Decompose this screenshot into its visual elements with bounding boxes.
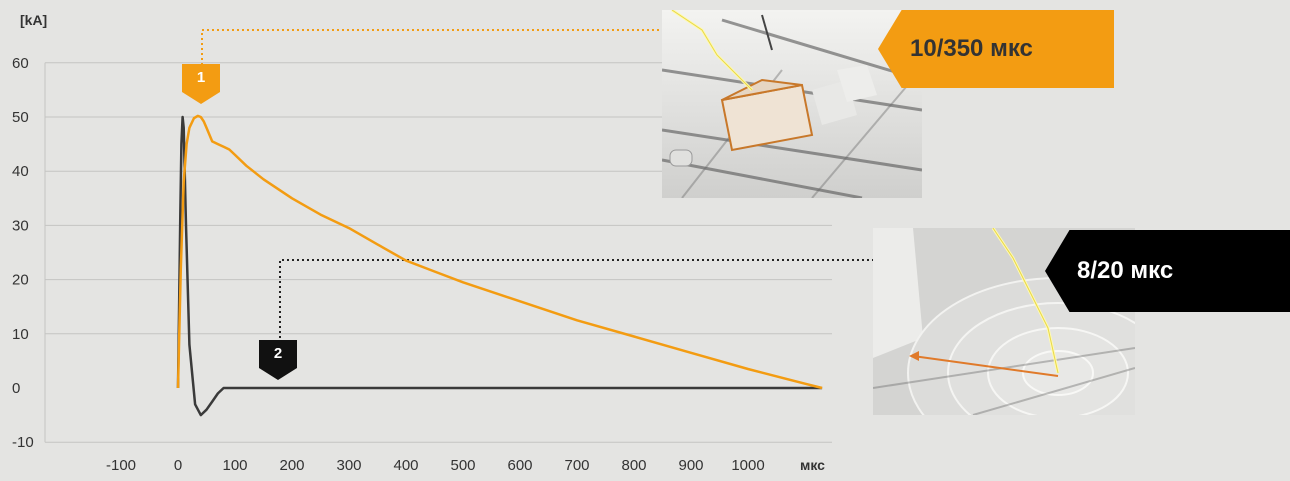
x-tick-label: 800 xyxy=(621,457,646,474)
series-line-1 xyxy=(176,114,823,390)
marker-2-shape xyxy=(259,340,297,380)
x-tick-label: 100 xyxy=(222,457,247,474)
y-axis-label: [kA] xyxy=(20,12,47,28)
leader-line-1 xyxy=(201,29,665,85)
lightning-direct-strike-photo xyxy=(662,10,922,198)
y-tick-labels: 60 50 40 30 20 10 0 -10 xyxy=(12,55,34,451)
series-line-2 xyxy=(176,115,823,417)
y-tick-label: 0 xyxy=(12,380,20,397)
x-tick-label: 900 xyxy=(678,457,703,474)
marker-1-label: 1 xyxy=(197,69,205,86)
x-tick-label: 500 xyxy=(450,457,475,474)
marker-1-shape xyxy=(182,64,220,104)
lightning-nearby-strike-photo xyxy=(873,228,1135,415)
y-tick-label: 20 xyxy=(12,272,29,289)
x-tick-label: 200 xyxy=(279,457,304,474)
y-tick-label: -10 xyxy=(12,434,34,451)
callout-8-20: 8/20 мкс xyxy=(1045,230,1290,312)
leader-line-2 xyxy=(279,259,875,338)
gridlines xyxy=(44,62,832,443)
marker-2: 2 xyxy=(259,340,297,380)
callout-10-350: 10/350 мкс xyxy=(878,10,1114,88)
x-tick-label: -100 xyxy=(106,457,136,474)
callout-10-350-text: 10/350 мкс xyxy=(910,35,1033,62)
series-layer xyxy=(176,114,823,417)
marker-1: 1 xyxy=(182,64,220,104)
callout-8-20-text: 8/20 мкс xyxy=(1077,257,1174,284)
x-tick-labels: -100 0 100 200 300 400 500 600 700 800 900 1000 xyxy=(106,457,765,474)
x-tick-label: 1000 xyxy=(731,457,764,474)
y-tick-label: 40 xyxy=(12,163,29,180)
x-tick-label: 400 xyxy=(393,457,418,474)
y-tick-label: 30 xyxy=(12,217,29,234)
x-tick-label: 700 xyxy=(564,457,589,474)
x-tick-label: 0 xyxy=(174,457,182,474)
x-tick-label: 300 xyxy=(336,457,361,474)
y-tick-label: 60 xyxy=(12,55,29,72)
y-tick-label: 50 xyxy=(12,109,29,126)
x-tick-label: 600 xyxy=(507,457,532,474)
marker-2-label: 2 xyxy=(274,345,282,362)
y-tick-label: 10 xyxy=(12,326,29,343)
x-axis-label: мкс xyxy=(800,457,825,473)
